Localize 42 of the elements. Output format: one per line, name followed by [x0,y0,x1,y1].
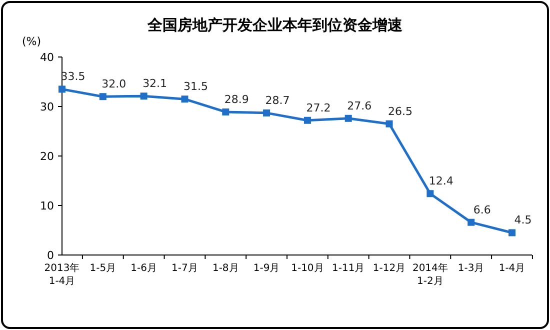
x-tick-label: 1-8月 [212,263,239,274]
data-label: 12.4 [428,174,454,188]
point [222,108,230,116]
x-tick-label: 1-11月 [332,263,365,274]
x-tick-label: 2014年 1-2月 [412,262,448,287]
data-label: 27.2 [306,101,331,114]
x-tick-label: 2013年 1-4月 [44,262,80,287]
point [508,229,516,236]
point [426,190,434,198]
data-label: 32.1 [142,77,168,90]
point [304,116,311,124]
data-label: 31.5 [183,80,208,94]
data-label: 32.0 [102,78,126,91]
data-label: 6.6 [473,203,491,216]
point [181,96,188,103]
x-tick-label: 1-6月 [130,263,157,274]
data-label: 27.6 [347,99,372,112]
point [386,120,393,128]
x-tick-label: 1-9月 [253,263,280,274]
data-label: 28.7 [265,94,290,107]
y-tick-label: 0 [47,249,54,262]
y-tick-label: 10 [40,200,54,212]
chart-title: 全国房地产开发企业本年到位资金增速 [146,16,404,34]
data-label: 4.5 [514,214,532,227]
y-tick-label: 40 [40,51,54,64]
x-tick-label: 1-7月 [172,263,198,274]
data-label: 26.5 [388,104,413,118]
point [58,86,66,93]
y-tick-label: 30 [40,100,54,114]
point [468,218,475,226]
x-tick-label: 1-10月 [291,263,324,274]
y-tick-label: 20 [40,150,54,163]
x-tick-label: 1-5月 [90,263,116,274]
x-tick-label: 1-3月 [458,263,484,274]
point [99,93,106,100]
point [344,114,352,122]
point [263,109,270,116]
y-axis-title: (%) [22,35,42,48]
point [140,92,148,100]
data-label: 28.9 [224,92,249,106]
x-tick-label: 1-4月 [498,263,526,274]
x-tick-label: 1-12月 [372,263,406,274]
